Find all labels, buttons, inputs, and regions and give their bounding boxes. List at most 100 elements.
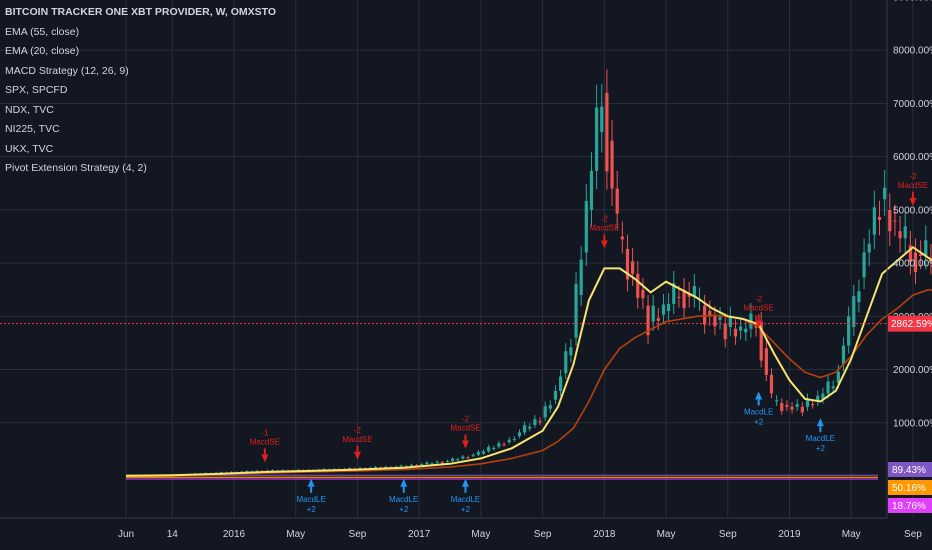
candle-body (451, 458, 455, 462)
candle-body (646, 305, 650, 336)
candle-body (672, 283, 676, 304)
candle-body (574, 283, 578, 338)
candle-body (651, 305, 655, 322)
y-tick-label: 4000.00% (893, 259, 932, 270)
candle-body (713, 316, 717, 327)
x-tick-label: May (842, 529, 861, 540)
candle-body (692, 286, 696, 297)
candle-body (811, 404, 815, 406)
candle-body (471, 454, 475, 457)
candle-body (816, 395, 820, 402)
comparison-lines (126, 474, 878, 480)
x-tick-label: 2016 (223, 529, 246, 540)
long-signal-label: MacdLE (451, 495, 480, 504)
candle-body (836, 371, 840, 383)
candle-body (466, 457, 470, 459)
candle-body (847, 316, 851, 346)
candle-body (348, 468, 352, 470)
long-signal-qty: +2 (461, 505, 471, 514)
candle-body (631, 261, 635, 274)
legend-spx[interactable]: SPX, SPCFD (5, 84, 68, 96)
candle-body (790, 406, 794, 410)
y-tick-label: 1000.00% (893, 418, 932, 429)
short-signal-qty: -2 (601, 214, 609, 223)
short-signal-arrow (461, 440, 469, 449)
candle-body (919, 254, 923, 257)
candle-body (857, 291, 861, 303)
candle-body (615, 188, 619, 214)
candle-body (517, 432, 522, 437)
candle-body (528, 426, 532, 429)
x-tick-label: Sep (719, 529, 737, 540)
candle-body (759, 321, 763, 361)
candle-body (523, 425, 527, 433)
long-signal-arrow (816, 418, 824, 427)
candle-body (656, 318, 660, 321)
x-tick-label: 2019 (778, 529, 801, 540)
candle-body (584, 200, 588, 253)
candle-body (636, 273, 640, 298)
candle-body (564, 351, 568, 374)
candle-body (559, 376, 563, 391)
ema-55-line (125, 288, 932, 477)
candle-body (538, 421, 542, 423)
candle-body (780, 403, 784, 411)
short-signal-label: MacdSE (744, 303, 774, 312)
candle-body (270, 470, 275, 472)
legend-pivot-extension[interactable]: Pivot Extension Strategy (4, 2) (5, 162, 147, 174)
x-tick-label: Sep (349, 529, 367, 540)
comparison-badge-label: 18.76% (892, 501, 926, 512)
legend-macd-strategy[interactable]: MACD Strategy (12, 26, 9) (5, 64, 129, 77)
candle-body (476, 451, 480, 455)
candle-body (708, 311, 712, 317)
candle-body (579, 259, 583, 296)
candle-body (502, 444, 506, 446)
x-tick-label: Sep (534, 529, 552, 540)
y-tick-label: 9000.00% (893, 0, 932, 4)
candle-body (420, 464, 424, 466)
candle-body (481, 451, 486, 454)
candle-body (548, 405, 552, 409)
candle-body (744, 328, 748, 333)
legend-ema-55[interactable]: EMA (55, close) (5, 25, 80, 38)
candle-body (867, 243, 871, 253)
x-tick-label: May (657, 529, 676, 540)
short-signal-qty: -2 (909, 172, 917, 181)
legend-symbol[interactable]: BITCOIN TRACKER ONE XBT PROVIDER, W, OMX… (5, 6, 277, 18)
legend-ema-20[interactable]: EMA (20, close) (5, 45, 80, 57)
long-signal-arrow (400, 478, 408, 487)
candle-body (677, 296, 681, 298)
long-signal-label: MacdLE (744, 408, 773, 417)
short-signal-arrow (909, 197, 917, 206)
long-signal-arrow (461, 478, 469, 487)
y-tick-label: 5000.00% (893, 205, 932, 216)
comparison-badge-label: 50.16% (892, 483, 926, 494)
legend-ndx[interactable]: NDX, TVC (5, 103, 54, 116)
short-signal-qty: -2 (755, 294, 763, 303)
candle-body (497, 443, 501, 447)
candle-body (785, 405, 789, 407)
long-signal-label: MacdLE (389, 495, 418, 504)
long-signal-qty: +2 (754, 418, 764, 427)
candle-body (461, 456, 465, 459)
short-signal-label: MacdSE (450, 424, 480, 433)
x-tick-label: May (286, 529, 305, 540)
legend-ukx[interactable]: UKX, TVC (5, 142, 54, 155)
candle-body (908, 245, 912, 262)
candle-body (826, 381, 830, 394)
candle-body (425, 462, 429, 465)
candle-body (728, 316, 732, 327)
long-signal-arrow (307, 478, 315, 487)
long-signal-arrow (755, 391, 763, 400)
candle-body (543, 406, 547, 418)
long-signal-qty: +2 (307, 505, 317, 514)
candle-body (610, 140, 614, 189)
legend-ni225[interactable]: NI225, TVC (5, 123, 60, 135)
candle-body (841, 345, 846, 365)
short-signal-qty: -2 (462, 415, 470, 424)
candle-body (800, 406, 804, 413)
